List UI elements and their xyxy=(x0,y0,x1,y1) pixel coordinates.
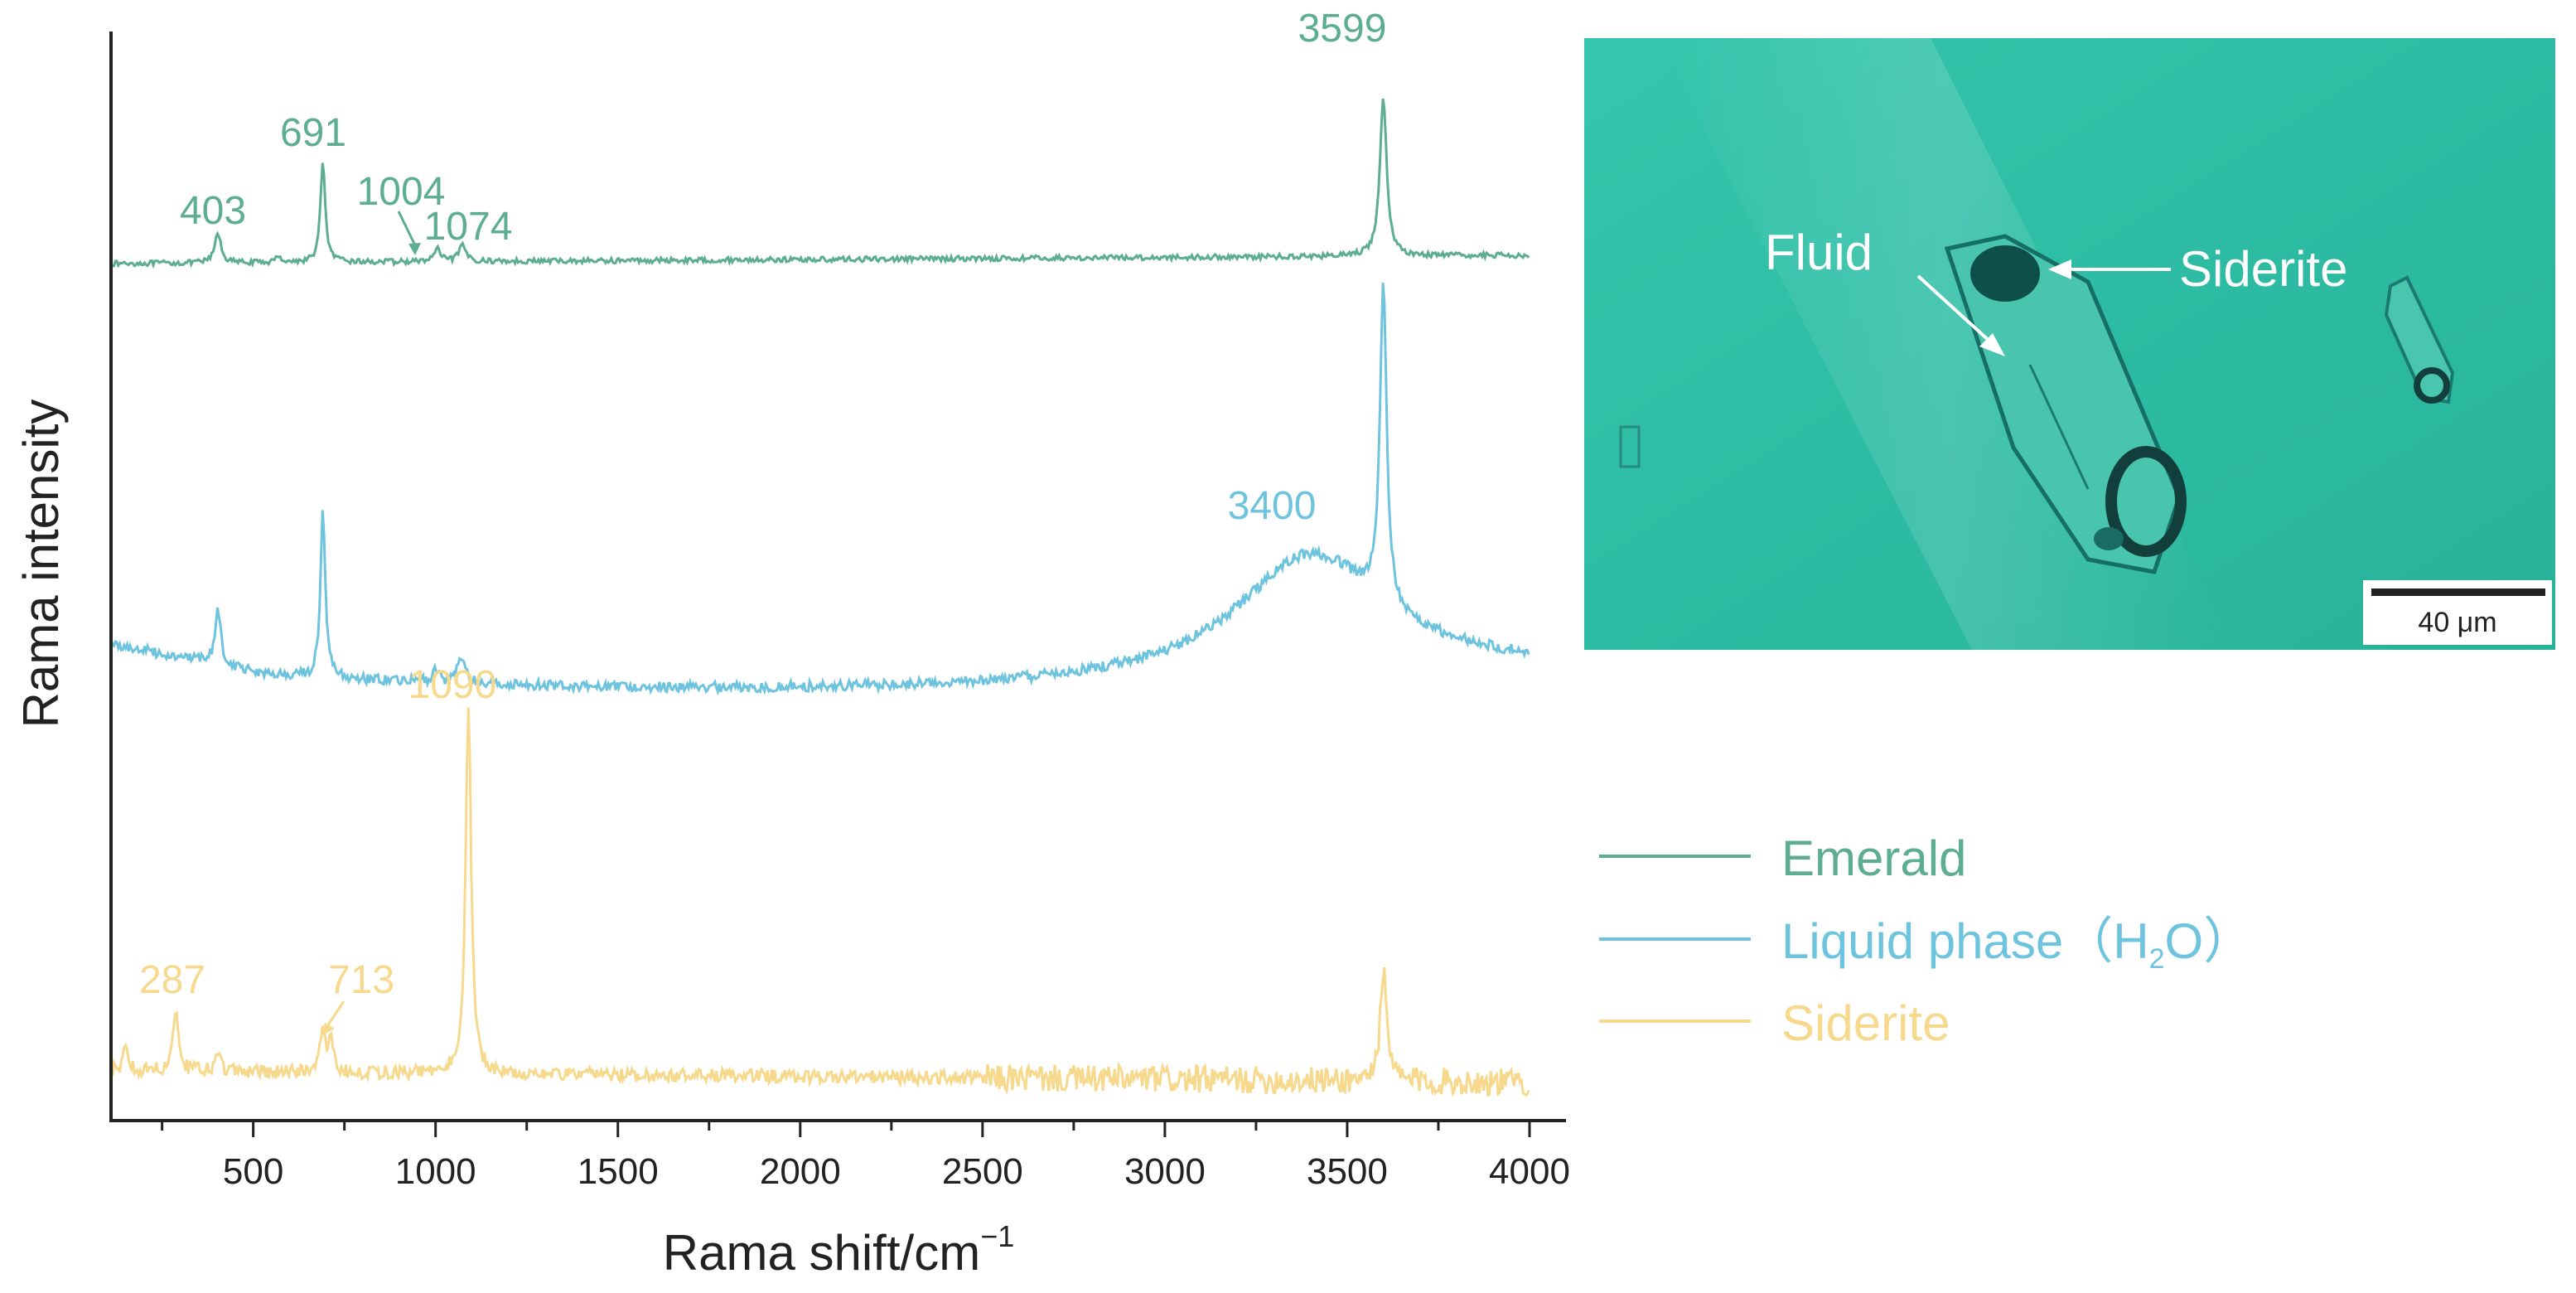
scale-bar: 40 μm xyxy=(2363,580,2552,645)
fluid-inclusion xyxy=(1944,234,2187,574)
x-tick-label-1000: 1000 xyxy=(395,1151,476,1192)
siderite-crystal xyxy=(1970,245,2040,302)
legend-item-siderite: Siderite xyxy=(1599,995,1950,1051)
inclusion-photo: Fluid Siderite 40 μm xyxy=(1584,38,2555,650)
peak-arrow-1004-head xyxy=(408,243,421,255)
peak-label-3400: 3400 xyxy=(1228,484,1317,528)
y-axis-label: Rama intensity xyxy=(13,400,69,729)
vapor-bubble xyxy=(2105,446,2187,557)
peak-label-403: 403 xyxy=(180,189,246,233)
series-line-emerald xyxy=(110,98,1530,269)
tiny-inclusion xyxy=(1619,425,1641,468)
peak-label-287: 287 xyxy=(139,958,205,1002)
siderite-arrowhead xyxy=(2048,259,2071,279)
x-ticks: 500 1000 1500 2000 2500 3000 3500 4000 xyxy=(161,1121,1570,1192)
x-tick-label-2000: 2000 xyxy=(760,1151,841,1192)
peak-label-691: 691 xyxy=(280,111,346,155)
legend-label-emerald: Emerald xyxy=(1781,831,1966,886)
peak-arrow-1004 xyxy=(397,211,417,246)
fluid-arrow xyxy=(1916,274,1994,346)
x-tick-label-3000: 3000 xyxy=(1124,1151,1206,1192)
scale-bar-label: 40 μm xyxy=(2418,607,2496,638)
legend-item-emerald: Emerald xyxy=(1599,831,1966,886)
legend-item-liquid-phase: Liquid phase（H2O） xyxy=(1599,913,2253,975)
peak-label-1004: 1004 xyxy=(357,170,446,214)
small-inclusion xyxy=(2384,275,2455,404)
x-axis-label-superscript: −1 xyxy=(980,1219,1014,1253)
spectra-group xyxy=(109,98,1530,1098)
photo-label-siderite: Siderite xyxy=(2179,241,2347,297)
x-tick-label-3500: 3500 xyxy=(1307,1151,1388,1192)
x-axis-label-main: Rama shift/cm xyxy=(663,1225,980,1281)
series-line-siderite xyxy=(109,707,1530,1098)
legend: Emerald Liquid phase（H2O） Siderite xyxy=(1599,831,2253,1051)
series-line-liquid-phase-h2o xyxy=(109,283,1530,696)
legend-label-siderite: Siderite xyxy=(1781,995,1950,1051)
legend-label-liquid-phase: Liquid phase（H2O） xyxy=(1781,913,2253,975)
x-tick-label-500: 500 xyxy=(223,1151,283,1192)
peak-label-713: 713 xyxy=(328,958,394,1002)
fluid-arrowhead xyxy=(1979,333,2005,356)
peak-arrow-713-head xyxy=(321,1023,335,1036)
peak-arrow-713 xyxy=(326,1000,346,1027)
x-tick-label-2500: 2500 xyxy=(942,1151,1023,1192)
x-axis-label: Rama shift/cm−1 xyxy=(663,1219,1014,1281)
x-tick-label-1500: 1500 xyxy=(578,1151,659,1192)
peak-label-1074: 1074 xyxy=(424,205,513,249)
peak-label-3599: 3599 xyxy=(1298,7,1387,51)
photo-label-fluid: Fluid xyxy=(1765,225,1873,280)
x-tick-label-4000: 4000 xyxy=(1489,1151,1570,1192)
peak-label-1090: 1090 xyxy=(408,663,497,707)
